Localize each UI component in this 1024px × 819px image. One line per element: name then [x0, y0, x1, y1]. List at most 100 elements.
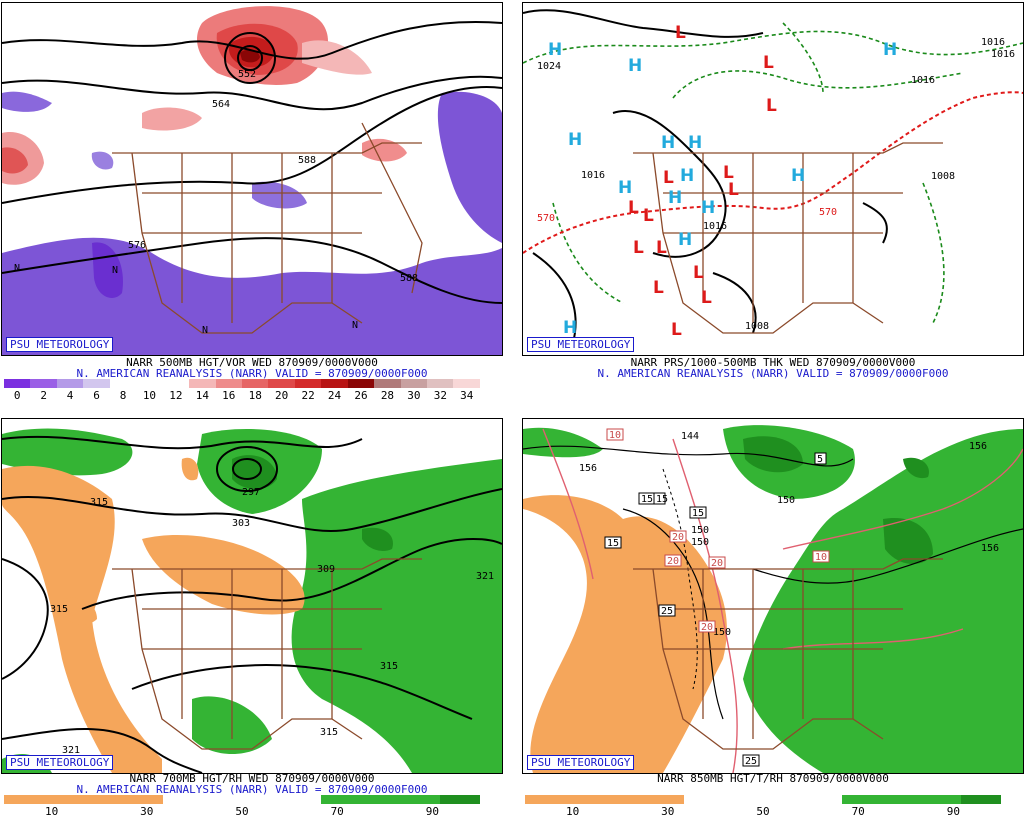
- contour-label: 588: [400, 273, 418, 284]
- svg-text:10: 10: [815, 552, 827, 563]
- colorbar-swatch: [961, 795, 1002, 804]
- colorbar-swatch: [4, 795, 44, 804]
- temp-box: 20: [698, 620, 716, 633]
- colorbar-swatch: [189, 379, 216, 388]
- low-pressure-label: L: [628, 198, 639, 218]
- temp-box: 15: [638, 492, 656, 505]
- isobar-label: 1008: [745, 321, 769, 332]
- high-pressure-label: H: [688, 133, 702, 153]
- colorbar-swatch: [921, 795, 962, 804]
- contour-label: 156: [981, 543, 999, 554]
- colorbar-tick-label: 0: [13, 389, 21, 402]
- low-pressure-label: L: [728, 180, 739, 200]
- svg-text:20: 20: [672, 532, 684, 543]
- svg-text:25: 25: [745, 756, 757, 767]
- colorbar-swatch: [242, 795, 282, 804]
- colorbar-swatch: [215, 379, 242, 388]
- temp-box: 20: [708, 556, 726, 569]
- high-pressure-label: H: [548, 40, 562, 60]
- high-pressure-label: H: [668, 188, 682, 208]
- psu-badge: PSU METEOROLOGY: [527, 755, 635, 770]
- colorbar-tick-label: 90: [425, 805, 440, 818]
- low-pressure-label: L: [763, 53, 774, 73]
- colorbar-tick-label: 22: [301, 389, 315, 402]
- colorbar-rh-850: [525, 795, 1002, 804]
- svg-text:15: 15: [607, 538, 619, 549]
- isobar-label: 1024: [537, 61, 561, 72]
- temp-box: 5: [814, 452, 827, 465]
- map-850mb-graphic: 156 150 150 156 150 144 156 150 10 15 15…: [523, 419, 1023, 773]
- colorbar-tick-label: 50: [756, 805, 770, 818]
- isobar-label: 1016: [991, 49, 1015, 60]
- colorbar-swatch: [202, 795, 243, 804]
- high-pressure-label: H: [883, 40, 897, 60]
- svg-text:20: 20: [701, 622, 713, 633]
- map-pressure-thickness[interactable]: H H H H H H H H H H H H H L L L L L L: [522, 2, 1024, 356]
- colorbar-swatch: [763, 795, 803, 804]
- colorbar-tick-label: 34: [460, 389, 474, 402]
- contour-label: 144: [681, 431, 699, 442]
- high-pressure-label: H: [568, 130, 582, 150]
- map-850mb[interactable]: 156 150 150 156 150 144 156 150 10 15 15…: [522, 418, 1024, 774]
- low-pressure-label: L: [653, 278, 664, 298]
- colorbar-swatch: [4, 379, 31, 388]
- map-500mb-graphic: 552 564 576 588 588 N N N N: [2, 3, 502, 355]
- thickness-label: 570: [537, 213, 555, 224]
- high-pressure-label: H: [618, 178, 632, 198]
- low-pressure-label: L: [671, 320, 682, 340]
- colorbar-swatch: [123, 795, 163, 804]
- colorbar-swatch: [604, 795, 645, 804]
- colorbar-swatch: [268, 379, 295, 388]
- contour-labels-500: 552 564 576 588 588 N N N N: [14, 69, 418, 336]
- contour-label: 150: [713, 627, 731, 638]
- contour-label: 297: [242, 487, 260, 498]
- svg-text:15: 15: [641, 494, 653, 505]
- temp-box: 15: [689, 506, 707, 519]
- colorbar-tick-label: 20: [275, 389, 289, 402]
- colorbar-swatch: [83, 379, 110, 388]
- contour-label: 309: [317, 564, 335, 575]
- psu-badge: PSU METEOROLOGY: [6, 755, 114, 770]
- vort-minimum-label: N: [352, 320, 358, 331]
- colorbar-ticks-rh-700: 10 30 50 70 90: [4, 806, 480, 817]
- colorbar-swatch: [241, 379, 269, 388]
- colorbar-swatch: [564, 795, 605, 804]
- vort-minimum-label: N: [14, 263, 20, 274]
- temp-box: 10: [606, 428, 624, 441]
- colorbar-swatch: [802, 795, 843, 804]
- colorbar-swatch: [525, 795, 565, 804]
- svg-text:15: 15: [692, 508, 704, 519]
- contour-label: 315: [50, 604, 68, 615]
- map-500mb[interactable]: 552 564 576 588 588 N N N N PSU METEOROL…: [1, 2, 503, 356]
- psu-badge: PSU METEOROLOGY: [527, 337, 635, 352]
- low-pressure-label: L: [663, 168, 674, 188]
- colorbar-tick-label: 4: [66, 389, 74, 402]
- colorbar-ticks-vorticity: 0 2 4 6 8 10 12 14 16 18 20 22 24 26 28 30 32 34: [4, 390, 480, 401]
- colorbar-swatch: [644, 795, 684, 804]
- low-pressure-label: L: [723, 163, 734, 183]
- colorbar-tick-label: 26: [354, 389, 368, 402]
- high-pressure-label: H: [678, 230, 692, 250]
- contour-label: 150: [777, 495, 795, 506]
- colorbar-swatch: [440, 795, 481, 804]
- svg-text:20: 20: [711, 558, 723, 569]
- panel-700mb-height-rh: 315 297 303 309 321 315 315 321 315 PSU …: [1, 418, 503, 817]
- temperature-boxes: 10 15 15 15 15 20 20 20 25 20 5 10 25: [604, 428, 830, 767]
- colorbar-swatch: [109, 379, 137, 388]
- colorbar-swatch: [162, 379, 190, 388]
- temp-box: 25: [658, 604, 676, 617]
- low-pressure-label: L: [633, 238, 644, 258]
- contour-label: 156: [579, 463, 597, 474]
- panel-title-line2: N. AMERICAN REANALYSIS (NARR) VALID = 87…: [76, 367, 428, 380]
- colorbar-swatch: [400, 379, 427, 388]
- panel-850mb-height-temp-rh: 156 150 150 156 150 144 156 150 10 15 15…: [522, 418, 1024, 818]
- colorbar-swatch: [374, 379, 401, 388]
- colorbar-tick-label: 70: [851, 805, 865, 818]
- svg-text:5: 5: [817, 454, 823, 465]
- map-700mb[interactable]: 315 297 303 309 321 315 315 321 315 PSU …: [1, 418, 503, 774]
- low-pressure-label: L: [766, 96, 777, 116]
- colorbar-tick-label: 18: [248, 389, 262, 402]
- contour-label: 321: [476, 571, 494, 582]
- high-pressure-label: H: [563, 318, 577, 338]
- colorbar-tick-label: 90: [946, 805, 961, 818]
